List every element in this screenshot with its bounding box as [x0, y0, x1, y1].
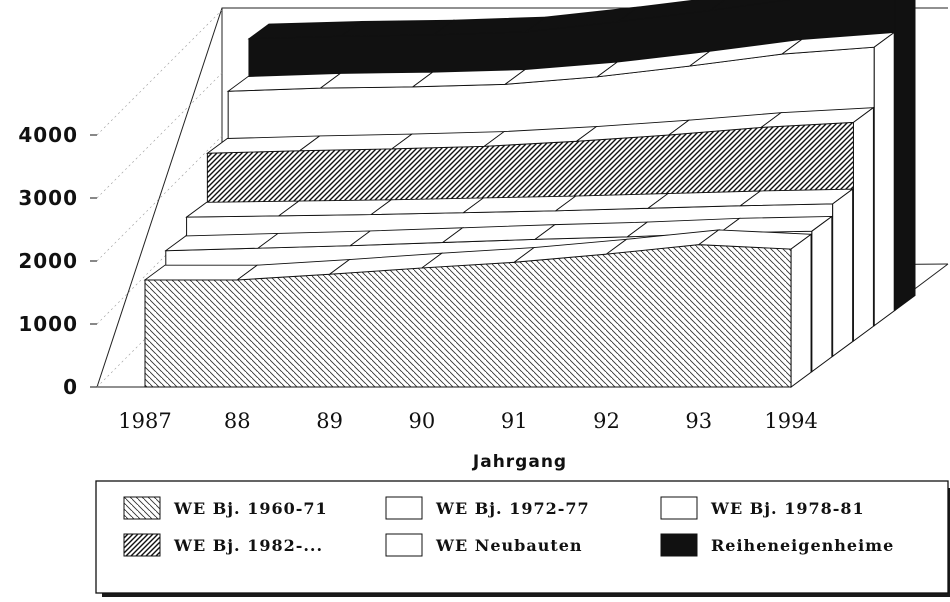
ribbon-top-segment: [710, 0, 790, 11]
series-ribbon: [143, 229, 813, 388]
x-tick-label: 91: [501, 409, 528, 433]
series-ribbons: [143, 0, 916, 388]
legend-swatch: [660, 496, 698, 520]
legend-box: [95, 480, 949, 594]
axes: 4000 3000 2000 1000 0 1987 88 89 90 91 92 93 1994 Jah…: [18, 123, 817, 472]
legend-label: WE Bj. 1982-...: [173, 536, 323, 555]
wall-gridline: [96, 9, 223, 136]
legend-swatch: [385, 533, 423, 557]
y-tick-label: 2000: [18, 249, 78, 273]
legend-label: WE Bj. 1978-81: [710, 499, 865, 518]
legend-swatch: [385, 496, 423, 520]
x-tick-label: 90: [409, 409, 436, 433]
ribbon-side-face: [811, 215, 833, 373]
ribbon-side-face: [894, 0, 916, 312]
ribbon-top-segment: [616, 0, 726, 23]
y-tick-label: 4000: [18, 123, 78, 147]
x-tick-label: 93: [685, 409, 712, 433]
legend-label: WE Bj. 1960-71: [173, 499, 328, 518]
legend-label: WE Neubauten: [435, 536, 583, 555]
ribbon-side-face: [832, 188, 854, 358]
legend-swatch: [123, 496, 161, 520]
legend-items: WE Bj. 1960-71 WE Bj. 1972-77 WE Bj. 1978-…: [123, 496, 894, 557]
y-tick-label: 0: [63, 375, 78, 399]
x-tick-label: 92: [593, 409, 620, 433]
ribbon-side-face: [790, 233, 812, 388]
y-tick-label: 3000: [18, 186, 78, 210]
legend-swatch: [123, 533, 161, 557]
legend-label: WE Bj. 1972-77: [435, 499, 590, 518]
x-tick-label: 1987: [118, 409, 171, 433]
ribbon-side-face: [852, 106, 874, 342]
legend-swatch: [660, 533, 698, 557]
x-axis-title: Jahrgang: [472, 452, 567, 472]
y-tick-label: 1000: [18, 312, 78, 336]
wall-gridline: [96, 72, 223, 199]
legend: WE Bj. 1960-71 WE Bj. 1972-77 WE Bj. 1978-…: [95, 480, 950, 602]
x-tick-label: 88: [224, 409, 251, 433]
x-tick-label: 89: [316, 409, 343, 433]
ribbon-side-face: [873, 31, 895, 327]
legend-label: Reiheneigenheime: [711, 536, 894, 555]
x-tick-label: 1994: [764, 409, 817, 433]
